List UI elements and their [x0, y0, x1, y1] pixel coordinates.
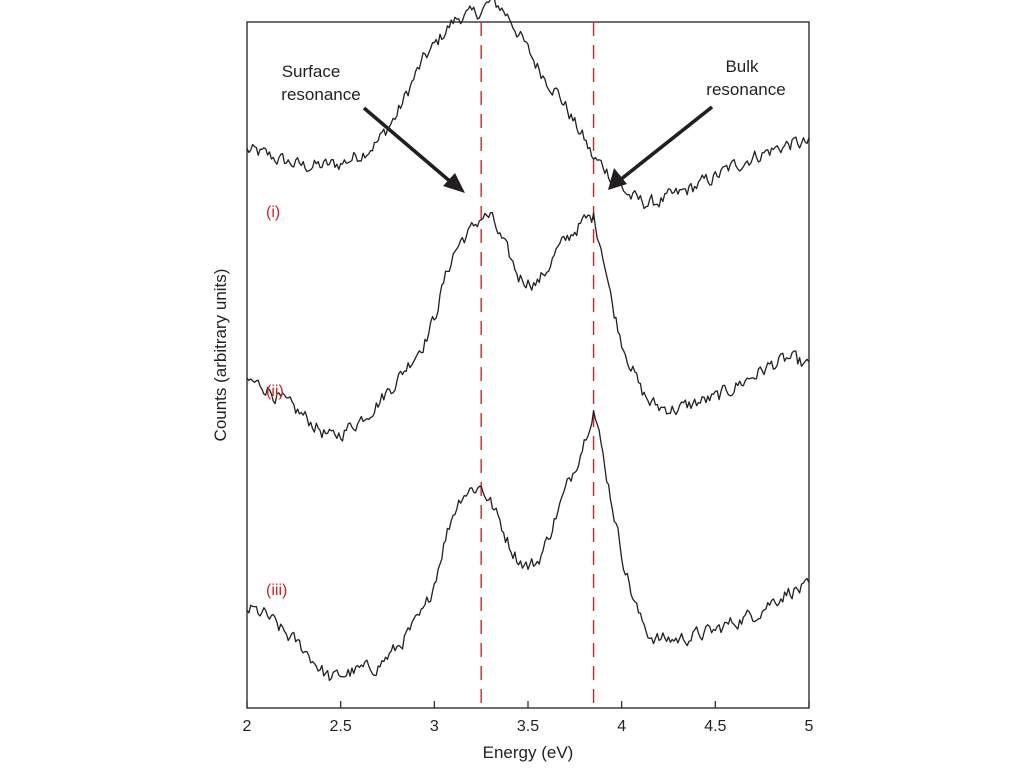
x-axis-label: Energy (eV): [483, 743, 574, 762]
annotations: Surface resonance Bulk resonance: [281, 57, 786, 193]
series-label-3: (iii): [266, 582, 287, 599]
x-tick-label-3: 3.5: [517, 718, 539, 735]
series-labels: (i) (ii) (iii): [266, 204, 287, 599]
x-axis-ticks: 2 2.5 3 3.5 4 4.5 5: [243, 701, 814, 735]
series-label-2: (ii): [266, 383, 284, 400]
trace-series-2: [246, 212, 810, 442]
x-tick-label-6: 5: [805, 718, 814, 735]
plot-frame: [246, 21, 810, 709]
bulk-resonance-label-line2: resonance: [706, 80, 785, 99]
trace-series-1: [246, 0, 810, 210]
surface-resonance-label-line2: resonance: [281, 85, 360, 104]
surface-resonance-label-line1: Surface: [282, 62, 341, 81]
surface-resonance-arrow: [362, 106, 465, 193]
x-tick-label-2: 3: [430, 718, 439, 735]
bulk-resonance-arrow: [608, 105, 714, 190]
trace-series-3: [246, 409, 810, 682]
spectrum-traces: [246, 0, 810, 682]
series-label-1: (i): [266, 204, 280, 221]
y-axis-label: Counts (arbitrary units): [211, 269, 230, 442]
x-tick-label-5: 4.5: [704, 718, 726, 735]
x-tick-label-0: 2: [243, 718, 252, 735]
x-tick-label-1: 2.5: [330, 718, 352, 735]
x-tick-label-4: 4: [617, 718, 626, 735]
bulk-resonance-label-line1: Bulk: [725, 57, 759, 76]
